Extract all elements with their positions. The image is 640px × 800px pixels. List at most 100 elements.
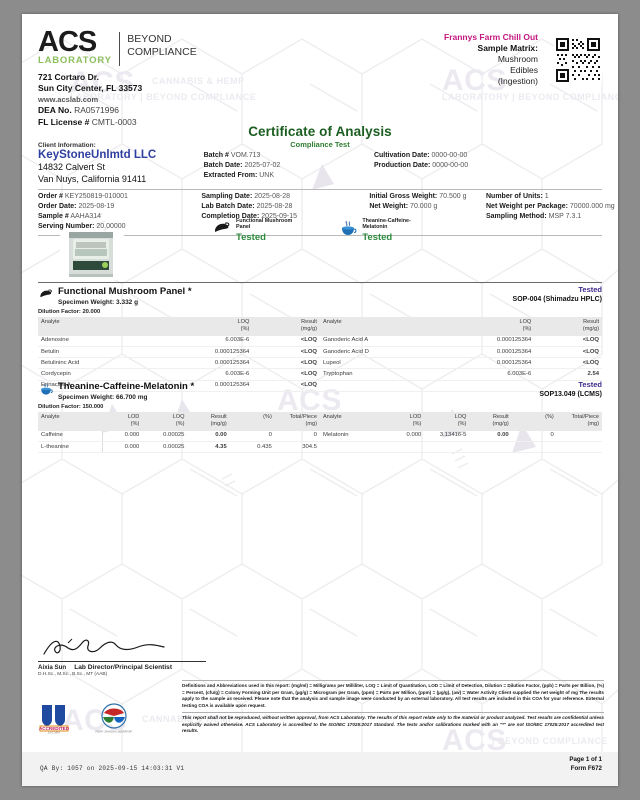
client-street: 14832 Calvert St	[38, 162, 106, 173]
batch-num-label: Batch #	[203, 152, 229, 159]
col-result-2-l1: Result	[583, 319, 599, 325]
cultivation-date-value: 0000-00-00	[431, 152, 468, 159]
cell2-pct: 0	[229, 430, 275, 443]
col-loq-2-l1: LOQ	[519, 319, 532, 325]
page-footer: Page 1 of 1 Form F672	[569, 756, 602, 774]
table-row: L-theanine 0.000 0.00025 4.35 0.435 304.…	[38, 441, 602, 454]
cell-result: <LOQ	[252, 346, 320, 359]
net-weight-pkg-label: Net Weight per Package:	[486, 202, 568, 210]
signatory-name: Aixia Sun	[38, 663, 67, 671]
cell-loq: 0.000125364	[179, 346, 253, 359]
cell2-loq2: 3.13416-5	[424, 430, 470, 443]
table-row: Betulininc Acid 0.000125364 <LOQ Lupeol …	[38, 357, 602, 370]
coa-document-page: ACS CANNABIS & HEMP LABORATORY | BEYOND …	[22, 14, 618, 786]
definitions-paragraph-1: Definitions and Abbreviations used in th…	[182, 683, 604, 708]
lab-website[interactable]: www.acslab.com	[38, 94, 99, 104]
definitions-paragraph-2: This report shall not be reproduced, wit…	[182, 715, 604, 734]
svg-text:PERRY JOHNSON LABORATORY: PERRY JOHNSON LABORATORY	[95, 731, 133, 734]
number-of-units-label: Number of Units:	[486, 192, 543, 200]
coa-title-main: Certificate of Analysis	[248, 124, 392, 139]
cell2-result2	[469, 441, 512, 454]
cell-result2: <LOQ	[534, 335, 602, 348]
client-citystate: Van Nuys, California 91411	[38, 173, 147, 184]
accreditation-badges: ACCREDITED ILAC MRA PERRY JOHNSON LABORA…	[38, 702, 134, 739]
col-analyte-2: Analyte	[319, 317, 461, 336]
serving-number-label: Serving Number:	[38, 223, 95, 231]
col2-result-1-l2: (mg/g)	[210, 420, 227, 427]
cell-analyte2: Ganoderic Acid A	[319, 335, 461, 348]
col2-lod-1-l2: (%)	[130, 420, 140, 427]
initial-gross-weight-label: Initial Gross Weight:	[369, 192, 438, 200]
col-result-2: Result (mg/g)	[534, 317, 602, 336]
cell-analyte: Betulin	[38, 346, 179, 359]
sample-num-value: AAHA314	[70, 212, 102, 220]
theanine-panel-table: Analyte LOD (%) LOQ (%) Result (mg/g) (%…	[38, 412, 602, 454]
dea-label: DEA No.	[38, 105, 72, 116]
col2-total-2-l2: (mg)	[587, 420, 600, 427]
cell2-result: 0.00	[187, 430, 230, 443]
sampling-date-label: Sampling Date:	[201, 192, 253, 200]
tagline-line1: BEYOND	[127, 33, 172, 45]
col-result-2-l2: (mg/g)	[582, 325, 599, 332]
col2-loq-2-l1: LOQ	[454, 414, 467, 420]
cell-result2: <LOQ	[534, 346, 602, 359]
cell-loq2: 0.000125364	[460, 335, 535, 348]
col2-loq-2: LOQ (%)	[424, 412, 470, 431]
lab-address-line2: Sun City Center, FL 33573	[38, 83, 143, 94]
section2-tested: Tested	[578, 380, 602, 389]
section1-header: Functional Mushroom Panel * Specimen Wei…	[38, 283, 602, 306]
section-theanine-caffeine-melatonin: Theanine-Caffeine-Melatonin * Specimen W…	[38, 378, 602, 454]
order-date-value: 2025-08-19	[78, 202, 115, 210]
order-block: Order # KEY250819-010001 Order Date: 202…	[38, 192, 201, 233]
batch-date-label: Batch Date:	[203, 162, 243, 170]
cell2-lod: 0.000	[102, 441, 143, 454]
number-of-units-value: 1	[544, 192, 549, 200]
col2-total-2-l1: Total/Piece	[571, 414, 599, 420]
mushroom-icon	[38, 286, 54, 302]
col2-result-1-l1: Result	[210, 414, 227, 420]
badge-name-line2: Panel	[236, 224, 251, 231]
order-date-label: Order Date:	[38, 202, 77, 210]
mushroom-icon	[212, 218, 232, 238]
table-row: Betulin 0.000125364 <LOQ Ganoderic Acid …	[38, 346, 602, 359]
section1-sop: SOP-004 (Shimadzu HPLC)	[512, 296, 602, 303]
qr-code-icon[interactable]	[554, 36, 602, 84]
cell-result2: <LOQ	[534, 357, 602, 370]
section2-header: Theanine-Caffeine-Melatonin * Specimen W…	[38, 378, 602, 401]
definitions-rule-mid	[182, 712, 604, 714]
signature-block: Aixia Sun Lab Director/Principal Scienti…	[38, 634, 238, 677]
product-photo[interactable]	[60, 230, 124, 280]
production-date-value: 0000-00-00	[432, 162, 469, 170]
cell-loq: 0.000125364	[179, 357, 253, 370]
cell2-result2: 0.00	[469, 430, 512, 443]
cell-loq2: 0.000125364	[460, 346, 535, 359]
initial-gross-weight-value: 70.500 g	[439, 192, 467, 200]
cell2-total: 304.5	[274, 441, 320, 454]
section1-specimen-weight: Specimen Weight: 3.332 g	[58, 299, 139, 306]
watermark-sub-tr: LABORATORY | BEYOND COMPLIANCE	[442, 92, 618, 102]
section2-dilution-factor: Dilution Factor: 150.000	[38, 404, 104, 410]
cell2-lod2: 0.000	[384, 430, 425, 443]
client-name: KeyStoneUnlmtd LLC	[38, 149, 157, 161]
tagline-line2: COMPLIANCE	[127, 46, 197, 59]
badge-text-mushroom: Functional Mushroom Panel Tested	[236, 218, 292, 243]
cell-result: <LOQ	[252, 335, 320, 348]
production-date-label: Production Date:	[373, 162, 431, 170]
table-header-row: Analyte LOQ (%) Result (mg/g) Analyte LO…	[38, 317, 602, 336]
col2-result-2: Result (mg/g)	[469, 412, 512, 431]
col2-result-2-l1: Result	[492, 414, 509, 420]
col-loq-2: LOQ (%)	[460, 317, 535, 336]
col2-lod-2: LOD (%)	[384, 412, 425, 431]
sample-matrix-label: Sample Matrix:	[477, 43, 538, 54]
col2-lod-1-l1: LOD	[127, 414, 140, 420]
client-heading: Client Information:	[38, 142, 96, 149]
extracted-from-label: Extracted From:	[203, 172, 258, 180]
acs-logo-laboratory: LABORATORY	[38, 54, 112, 66]
net-weight-pkg-value: 70000.000 mg	[569, 202, 615, 210]
cell2-lod: 0.000	[102, 430, 143, 443]
badge-text-theanine: Theanine-Caffeine- Melatonin Tested	[362, 218, 411, 243]
sampling-method-value: MSP 7.3.1	[548, 212, 582, 220]
col2-loq-1: LOQ (%)	[142, 412, 188, 431]
table-row: Adenosine 6.003E-6 <LOQ Ganoderic Acid A…	[38, 335, 602, 348]
col2-analyte-1-l1: Analyte	[41, 414, 60, 420]
